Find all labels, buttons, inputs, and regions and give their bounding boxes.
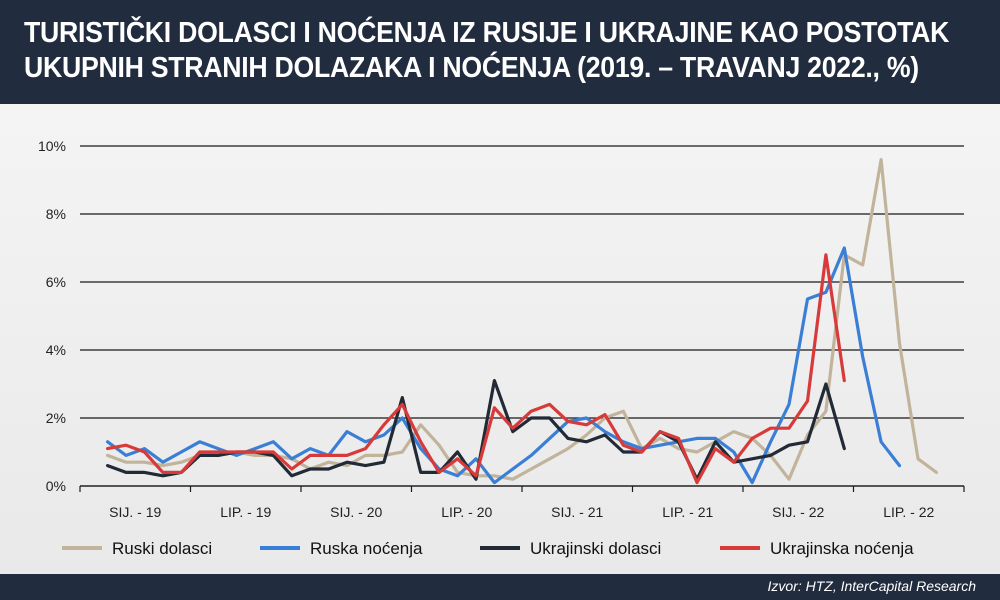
legend-label: Ukrajinski dolasci	[530, 539, 661, 558]
grid-lines	[80, 145, 964, 487]
footer-bar: Izvor: HTZ, InterCapital Research	[0, 574, 1000, 600]
x-tick-label: LIP. - 19	[220, 504, 271, 520]
x-tick-label: LIP. - 20	[441, 504, 492, 520]
legend-item-3: Ukrajinski dolasci	[480, 539, 661, 558]
source-note: Izvor: HTZ, InterCapital Research	[767, 578, 976, 594]
y-tick-label: 0%	[46, 478, 66, 494]
chart-title: TURISTIČKI DOLASCI I NOĆENJA IZ RUSIJE I…	[24, 16, 950, 86]
x-axis	[79, 485, 965, 492]
chart-title-line-1: TURISTIČKI DOLASCI I NOĆENJA IZ RUSIJE I…	[24, 17, 950, 49]
y-tick-label: 10%	[38, 138, 66, 154]
x-tick-label: LIP. - 22	[883, 504, 934, 520]
series-line-3	[105, 379, 846, 481]
y-axis-tick-labels: 0% 2% 4% 6% 8% 10%	[38, 138, 66, 494]
legend-label: Ukrajinska noćenja	[770, 539, 914, 558]
y-tick-label: 2%	[46, 410, 66, 426]
legend-item-1: Ruski dolasci	[62, 539, 212, 558]
y-tick-label: 4%	[46, 342, 66, 358]
x-tick-label: SIJ. - 20	[330, 504, 382, 520]
x-tick-label: SIJ. - 21	[551, 504, 603, 520]
series-lines	[105, 157, 939, 485]
series-line-4	[105, 253, 846, 485]
chart-panel: 0% 2% 4% 6% 8% 10% SIJ. - 19 LIP. - 19 SIJ. - 2…	[0, 104, 1000, 574]
header-bar: TURISTIČKI DOLASCI I NOĆENJA IZ RUSIJE I…	[0, 0, 1000, 104]
series-line-2	[105, 246, 902, 485]
legend-label: Ruska noćenja	[310, 539, 423, 558]
y-tick-label: 6%	[46, 274, 66, 290]
x-tick-label: SIJ. - 22	[772, 504, 824, 520]
x-tick-label: LIP. - 21	[662, 504, 713, 520]
line-chart: 0% 2% 4% 6% 8% 10% SIJ. - 19 LIP. - 19 SIJ. - 2…	[38, 138, 965, 558]
legend: Ruski dolasci Ruska noćenja Ukrajinski dol…	[62, 539, 914, 558]
x-tick-label: SIJ. - 19	[109, 504, 161, 520]
legend-item-4: Ukrajinska noćenja	[720, 539, 914, 558]
y-tick-label: 8%	[46, 206, 66, 222]
legend-label: Ruski dolasci	[112, 539, 212, 558]
chart-title-line-2: UKUPNIH STRANIH DOLAZAKA I NOĆENJA (2019…	[24, 52, 919, 84]
legend-item-2: Ruska noćenja	[260, 539, 423, 558]
x-axis-tick-labels: SIJ. - 19 LIP. - 19 SIJ. - 20 LIP. - 20 SIJ.…	[109, 504, 934, 520]
